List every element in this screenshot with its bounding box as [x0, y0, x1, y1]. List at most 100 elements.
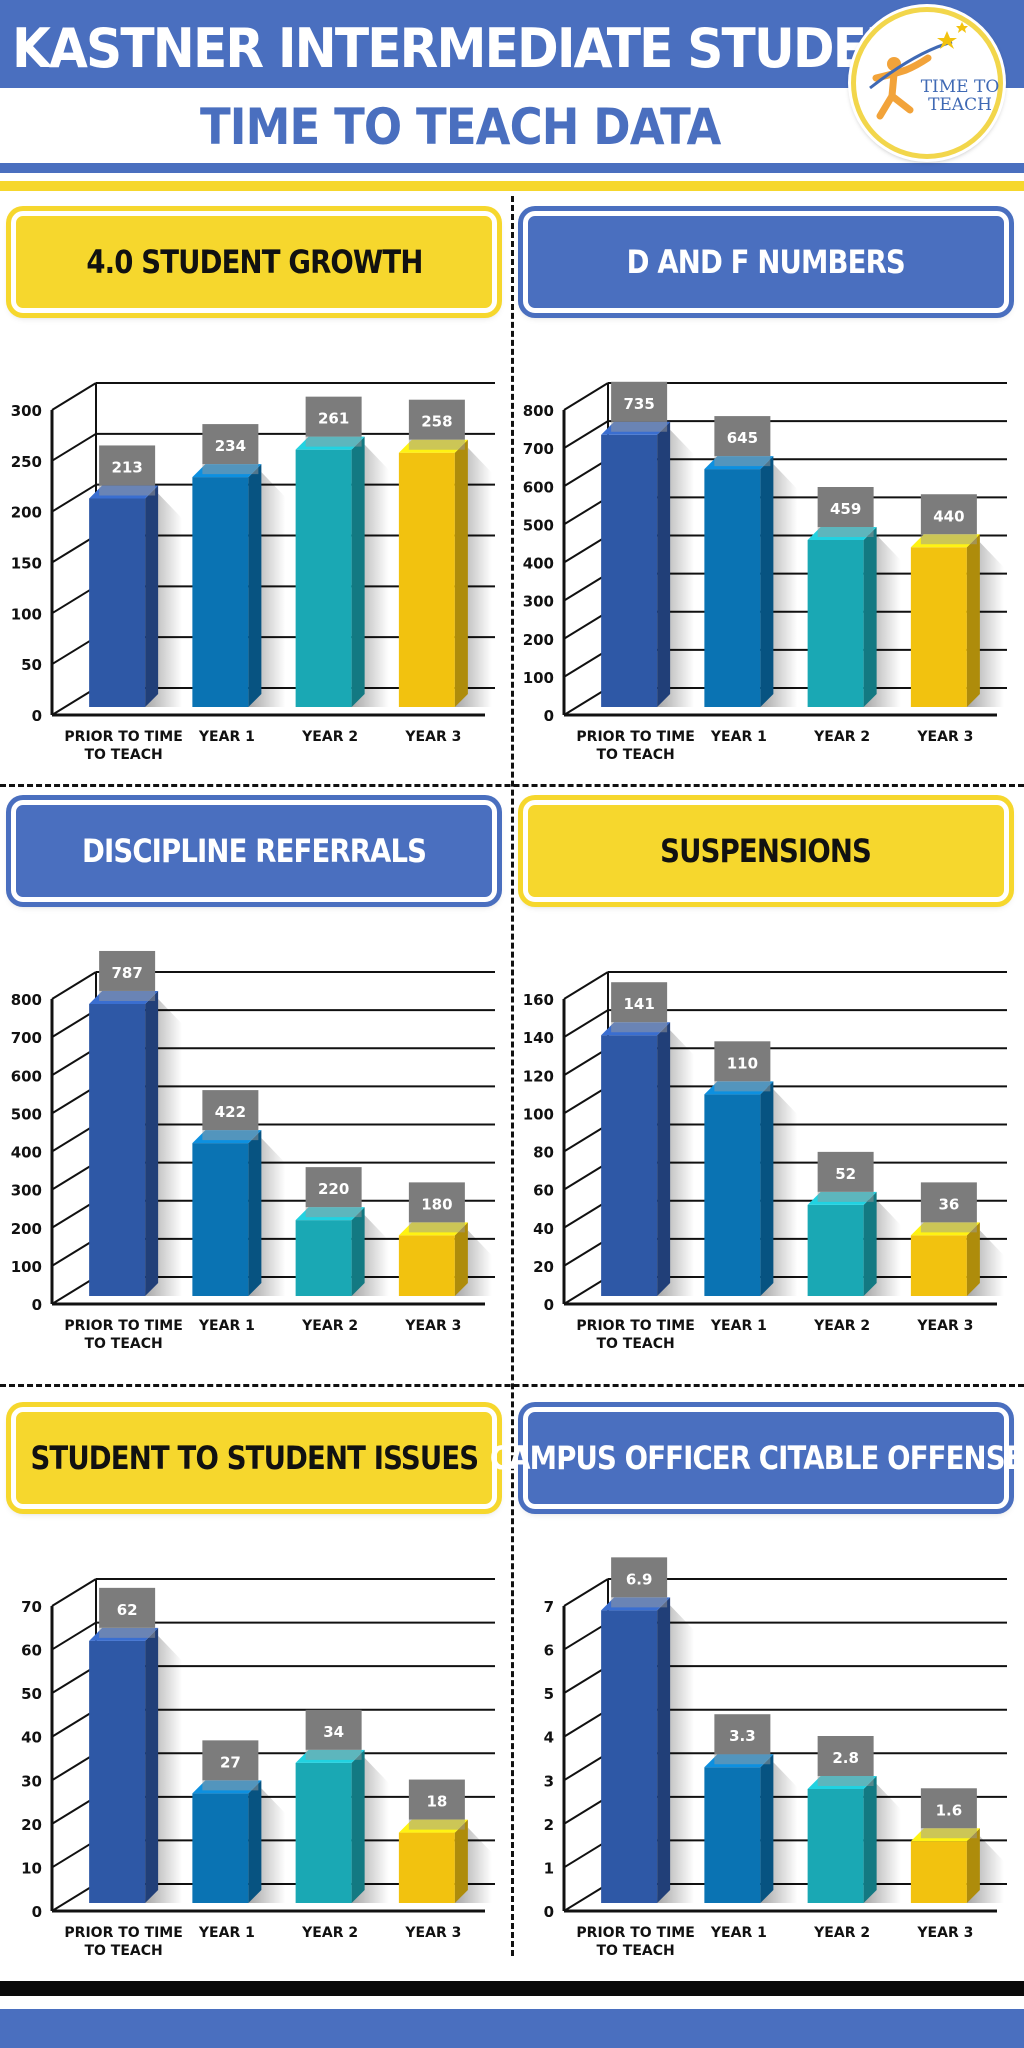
x-tick-label: YEAR 1	[710, 1925, 767, 1941]
value-label: 2.8	[832, 1749, 859, 1767]
bar	[601, 1035, 658, 1296]
grid-line	[563, 1708, 609, 1738]
grid-line	[51, 585, 97, 615]
chart-panel-1: 4.0 STUDENT GROWTH 0 50 100 150 200 250 300 213…	[0, 200, 512, 790]
chart-panel-2: D AND F NUMBERS 0 100 200 300 400 500 600 700 80…	[512, 200, 1024, 790]
grid-line	[563, 1621, 609, 1651]
y-tick-label: 3	[544, 1772, 554, 1790]
grid-line	[563, 1123, 609, 1153]
x-tick-label: TO TEACH	[596, 747, 674, 763]
x-tick-label: YEAR 1	[198, 1318, 255, 1334]
chart-panel-3: DISCIPLINE REFERRALS 0 100 200 300 400 500 600…	[0, 789, 512, 1379]
bar-side	[454, 1222, 468, 1296]
value-label-shade	[408, 1819, 465, 1830]
x-tick-label: YEAR 1	[710, 1318, 767, 1334]
bar-side	[145, 1627, 159, 1903]
bar	[704, 1767, 761, 1903]
grid-line	[51, 1123, 97, 1153]
value-label-shade	[714, 456, 771, 467]
value-label-box	[817, 1151, 874, 1192]
y-tick-label: 600	[523, 478, 554, 496]
y-tick-label: 20	[533, 1258, 554, 1276]
logo-text: TIME TO TEACH	[920, 77, 1000, 115]
value-label-shade	[817, 527, 874, 538]
value-label-shade	[305, 436, 362, 447]
x-tick-label: YEAR 1	[198, 1925, 255, 1941]
value-label-shade	[99, 485, 156, 496]
y-tick-label: 0	[544, 1903, 554, 1921]
y-tick-label: 500	[11, 1105, 42, 1123]
value-label: 110	[727, 1054, 758, 1072]
y-tick-label: 60	[533, 1182, 554, 1200]
y-tick-label: 0	[32, 1903, 42, 1921]
y-tick-label: 300	[523, 593, 554, 611]
grid-line	[51, 1665, 97, 1694]
x-tick-label: PRIOR TO TIME	[64, 1318, 182, 1334]
value-label-box	[305, 1167, 362, 1208]
value-label-box	[611, 1557, 668, 1598]
value-label: 180	[421, 1195, 452, 1213]
chart-title: SUSPENSIONS	[660, 832, 873, 870]
value-label: 234	[215, 437, 246, 455]
value-label-box	[408, 1779, 465, 1820]
value-label-shade	[611, 1022, 668, 1033]
y-tick-label: 4	[544, 1729, 554, 1747]
grid-line	[563, 572, 609, 602]
value-label-box	[202, 1090, 259, 1131]
y-tick-label: 800	[523, 402, 554, 420]
x-tick-label: YEAR 2	[301, 1318, 358, 1334]
bar-side	[760, 1081, 774, 1296]
y-tick-label: 150	[11, 555, 42, 573]
bar-side	[966, 1828, 980, 1903]
bar-chart: 0 1 2 3 4 5 6 7 6.9 PRIOR TO TIME TO TEACH 3.3 YEAR …	[544, 1557, 1007, 1959]
bar-side	[454, 439, 468, 707]
y-tick-label: 100	[11, 605, 42, 623]
x-tick-label: PRIOR TO TIME	[576, 729, 694, 745]
y-tick-label: 160	[523, 991, 554, 1009]
figure-icon	[869, 22, 968, 120]
grid-line	[51, 687, 97, 716]
x-tick-label: PRIOR TO TIME	[576, 1318, 694, 1334]
bar	[398, 1832, 455, 1903]
grid-line	[51, 636, 97, 666]
chart-panel-4: SUSPENSIONS 0 20 40 60 80 100 120 140 160 141 PRIO…	[512, 789, 1024, 1379]
y-tick-label: 300	[11, 1182, 42, 1200]
value-label: 440	[933, 507, 964, 525]
value-label: 258	[421, 413, 452, 431]
bar	[910, 1841, 967, 1903]
x-tick-label: PRIOR TO TIME	[64, 729, 182, 745]
grid-line	[563, 1047, 609, 1077]
value-label-shade	[920, 534, 977, 545]
value-label: 787	[111, 964, 142, 982]
value-label: 645	[727, 429, 758, 447]
y-tick-label: 30	[21, 1772, 42, 1790]
bar-side	[351, 1749, 365, 1903]
chart-panel-6: CAMPUS OFFICER CITABLE OFFENSES 0 1 2 3 4 5 6 7…	[490, 1396, 1024, 1986]
y-tick-label: 700	[11, 1029, 42, 1047]
grid-line	[563, 534, 609, 564]
horizontal-divider-1	[0, 784, 1024, 787]
x-tick-label: YEAR 3	[404, 1925, 461, 1941]
bar	[295, 1762, 352, 1903]
y-tick-label: 300	[11, 402, 42, 420]
chart-title: CAMPUS OFFICER CITABLE OFFENSES	[490, 1439, 1024, 1477]
value-label-shade	[408, 439, 465, 450]
value-label: 1.6	[936, 1801, 963, 1819]
y-tick-label: 100	[11, 1258, 42, 1276]
bar	[295, 449, 352, 707]
value-label-box	[305, 1709, 362, 1750]
grid-line	[563, 649, 609, 678]
chart-title-box: 4.0 STUDENT GROWTH	[11, 211, 497, 313]
y-tick-label: 600	[11, 1067, 42, 1085]
y-tick-label: 400	[11, 1144, 42, 1162]
y-tick-label: 700	[523, 440, 554, 458]
value-label-box	[202, 1740, 259, 1781]
grid-line	[51, 971, 97, 1000]
time-to-teach-logo: TIME TO TEACH	[851, 7, 1003, 159]
value-label-shade	[202, 1780, 259, 1791]
grid-line	[563, 687, 609, 716]
bar-side	[966, 534, 980, 707]
bar-side	[351, 436, 365, 707]
value-label-box	[920, 494, 977, 535]
y-tick-label: 6	[544, 1642, 554, 1660]
